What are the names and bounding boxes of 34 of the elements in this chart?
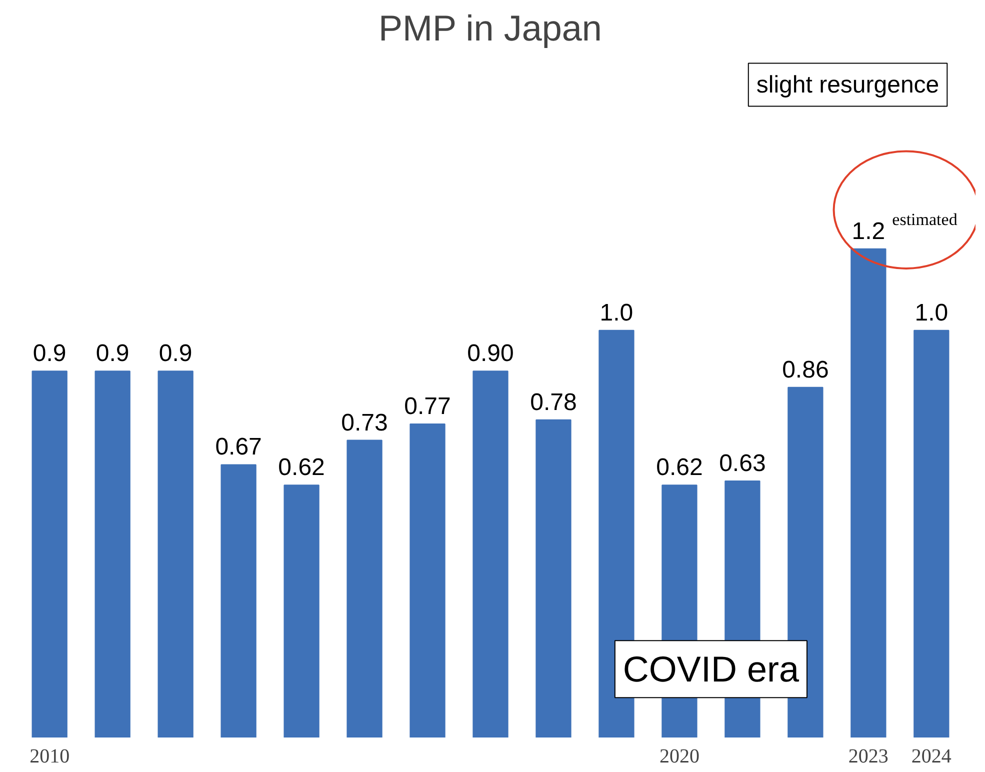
bar — [410, 424, 446, 738]
text: slight resurgence — [756, 71, 940, 98]
data-label: 0.86 — [782, 356, 829, 384]
x-tick-label: 2010 — [30, 746, 70, 768]
data-label: 0.9 — [96, 340, 130, 368]
data-label: 0.63 — [719, 450, 766, 477]
data-label: 0.78 — [530, 388, 577, 416]
data-label: 0.67 — [215, 434, 262, 461]
x-tick-label: 2020 — [659, 746, 700, 768]
data-label: 0.62 — [656, 454, 703, 482]
data-label: 1.0 — [914, 299, 948, 326]
annotation: COVID era — [622, 648, 800, 690]
bar — [284, 484, 320, 738]
data-label: 0.77 — [404, 393, 451, 420]
bar — [158, 370, 194, 738]
data-label: 0.90 — [467, 340, 514, 368]
data-label: 0.73 — [341, 409, 388, 436]
text: estimated — [892, 210, 958, 230]
data-label: 1.0 — [600, 299, 634, 326]
bar — [472, 370, 508, 738]
bar — [850, 248, 886, 738]
bar — [914, 330, 950, 738]
data-label: 0.9 — [158, 340, 192, 368]
bar — [220, 464, 256, 738]
x-tick-label: 2023 — [848, 746, 888, 768]
bar — [32, 370, 68, 738]
data-label: 0.9 — [32, 340, 66, 368]
bar — [536, 419, 572, 738]
x-tick-label: 2024 — [911, 746, 952, 768]
data-label: 1.2 — [852, 218, 886, 245]
bar — [346, 440, 382, 738]
chart-title: PMP in Japan — [378, 8, 602, 48]
bar — [94, 370, 130, 738]
data-label: 0.62 — [278, 454, 325, 482]
